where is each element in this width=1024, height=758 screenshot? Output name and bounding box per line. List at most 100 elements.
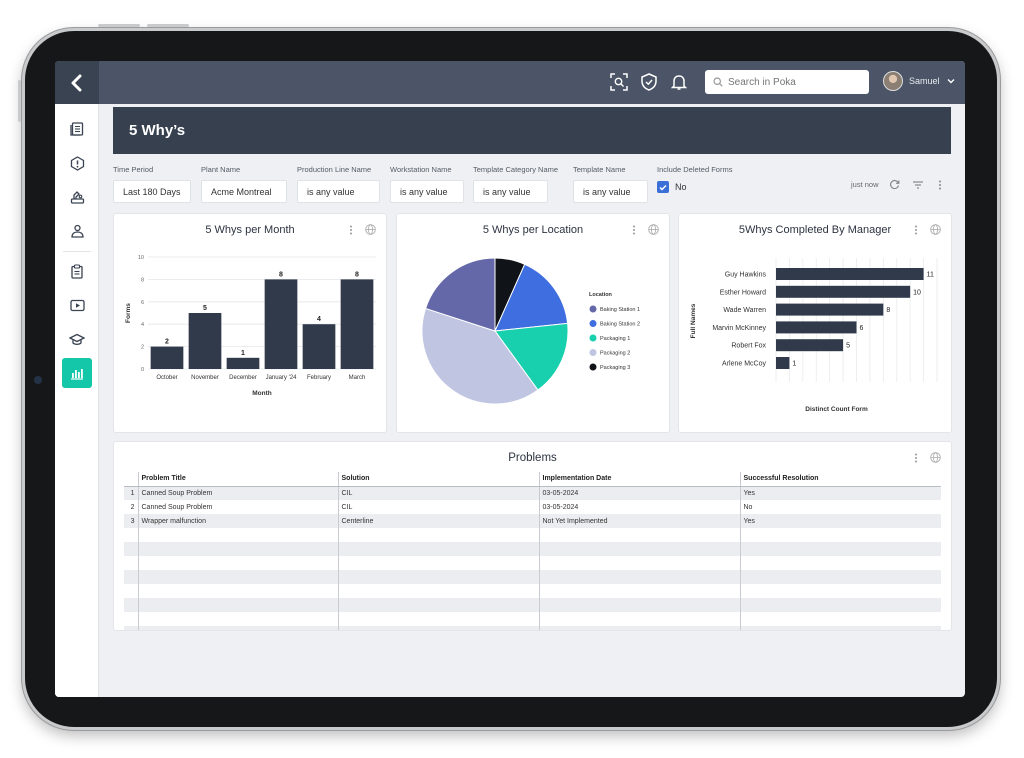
legend-label: Baking Station 2 [600, 322, 640, 328]
column-header[interactable]: Problem Title [137, 472, 338, 487]
sidebar-item-alerts[interactable] [62, 148, 92, 178]
shield-icon[interactable] [639, 72, 659, 92]
data-label: 5 [203, 305, 207, 312]
filter-time-period-select[interactable]: Last 180 Days [113, 180, 191, 203]
pie-slice [424, 257, 496, 332]
bar [776, 303, 884, 316]
y-tick-label: Wade Warren [723, 307, 766, 314]
filter-production-line: Production Line Name is any value [297, 165, 380, 203]
top-bar: Samuel [55, 61, 965, 104]
empty-row [124, 556, 941, 570]
sidebar-item-forms[interactable] [62, 256, 92, 286]
x-tick-label: November [191, 375, 219, 381]
x-tick-label: March [349, 375, 366, 381]
dashboard-controls: just now [851, 179, 942, 190]
more-options-icon[interactable] [349, 225, 353, 235]
more-options-icon[interactable] [632, 225, 636, 235]
globe-icon[interactable] [365, 224, 376, 235]
user-name: Samuel [909, 76, 940, 86]
globe-icon[interactable] [930, 224, 941, 235]
filter-plant-name-select[interactable]: Acme Montreal [201, 180, 287, 203]
chart-title: 5Whys Completed By Manager [738, 224, 892, 236]
card-options [914, 224, 941, 235]
table-cell: Yes [739, 514, 941, 528]
more-options-icon[interactable] [938, 180, 942, 190]
filter-label: Include Deleted Forms [657, 165, 733, 174]
bar [776, 285, 911, 298]
table-header-row: Problem Title Solution Implementation Da… [124, 472, 941, 487]
bar [226, 357, 260, 369]
table-cell: CIL [337, 486, 539, 500]
sidebar-item-analytics[interactable] [62, 358, 92, 388]
y-tick-label: 6 [141, 300, 144, 306]
data-label: 1 [792, 361, 796, 368]
volume-button [98, 24, 140, 27]
sidebar-item-documents[interactable] [62, 114, 92, 144]
column-header[interactable]: Successful Resolution [739, 472, 941, 487]
data-label: 4 [317, 316, 321, 323]
bar [340, 279, 374, 369]
more-options-icon[interactable] [914, 225, 918, 235]
globe-icon[interactable] [930, 452, 941, 463]
clipboard-icon [71, 263, 83, 279]
legend-label: Baking Station 1 [600, 307, 640, 313]
people-icon [70, 224, 84, 238]
filter-include-deleted: Include Deleted Forms No [657, 165, 732, 193]
filter-icon[interactable] [912, 180, 924, 190]
x-tick-label: February [307, 375, 331, 381]
power-button [18, 80, 21, 122]
search-input[interactable] [728, 76, 858, 88]
scan-icon[interactable] [609, 72, 629, 92]
filter-template-category-select[interactable]: is any value [473, 180, 548, 203]
filter-label: Time Period [113, 165, 154, 174]
table-cell: Yes [739, 486, 941, 500]
column-header[interactable]: Implementation Date [538, 472, 740, 487]
table-row[interactable]: 2 Canned Soup Problem CIL 03-05-2024 No [124, 500, 941, 514]
y-tick-label: 10 [138, 255, 144, 261]
refresh-icon[interactable] [889, 179, 900, 190]
sidebar-item-training[interactable] [62, 324, 92, 354]
graduation-cap-icon [69, 333, 85, 345]
sidebar [55, 104, 99, 697]
app-screen: Samuel 5 Why’s [55, 61, 965, 697]
table-row[interactable]: 1 Canned Soup Problem CIL 03-05-2024 Yes [124, 486, 941, 500]
globe-icon[interactable] [648, 224, 659, 235]
more-options-icon[interactable] [914, 453, 918, 463]
chart-card-location: 5 Whys per Location Location Baking Stati… [397, 214, 669, 432]
avatar [883, 71, 903, 91]
legend-swatch [589, 363, 597, 371]
table-cell: Canned Soup Problem [137, 486, 338, 500]
filter-workstation-select[interactable]: is any value [390, 180, 464, 203]
sidebar-item-people[interactable] [62, 216, 92, 246]
filter-template-name-select[interactable]: is any value [573, 180, 648, 203]
filter-label: Plant Name [201, 165, 241, 174]
user-menu[interactable]: Samuel [883, 71, 956, 91]
include-deleted-value: No [675, 182, 687, 192]
legend-title: Location [589, 292, 613, 298]
data-label: 8 [886, 307, 890, 314]
bell-icon[interactable] [669, 72, 689, 92]
filter-label: Template Name [573, 165, 626, 174]
checkbox[interactable] [657, 181, 669, 193]
sidebar-item-videos[interactable] [62, 290, 92, 320]
table-cell: CIL [337, 500, 539, 514]
y-tick-label: 8 [141, 277, 144, 283]
row-number: 1 [124, 486, 138, 500]
machine-icon [70, 190, 84, 204]
table-row[interactable]: 3 Wrapper malfunction Centerline Not Yet… [124, 514, 941, 528]
card-options [914, 452, 941, 463]
search-bar[interactable] [705, 70, 869, 94]
include-deleted-toggle[interactable]: No [657, 181, 732, 193]
filter-production-line-select[interactable]: is any value [297, 180, 380, 203]
pie-slice [494, 322, 569, 391]
pie-slice [494, 263, 569, 332]
data-label: 2 [165, 339, 169, 346]
data-label: 11 [927, 272, 934, 279]
table-cell: Wrapper malfunction [137, 514, 338, 528]
filter-template-name: Template Name is any value [573, 165, 648, 203]
column-header[interactable]: Solution [337, 472, 539, 487]
row-number: 2 [130, 503, 135, 511]
sidebar-item-machines[interactable] [62, 182, 92, 212]
y-tick-label: Marvin McKinney [712, 325, 766, 332]
back-button[interactable] [55, 61, 99, 104]
